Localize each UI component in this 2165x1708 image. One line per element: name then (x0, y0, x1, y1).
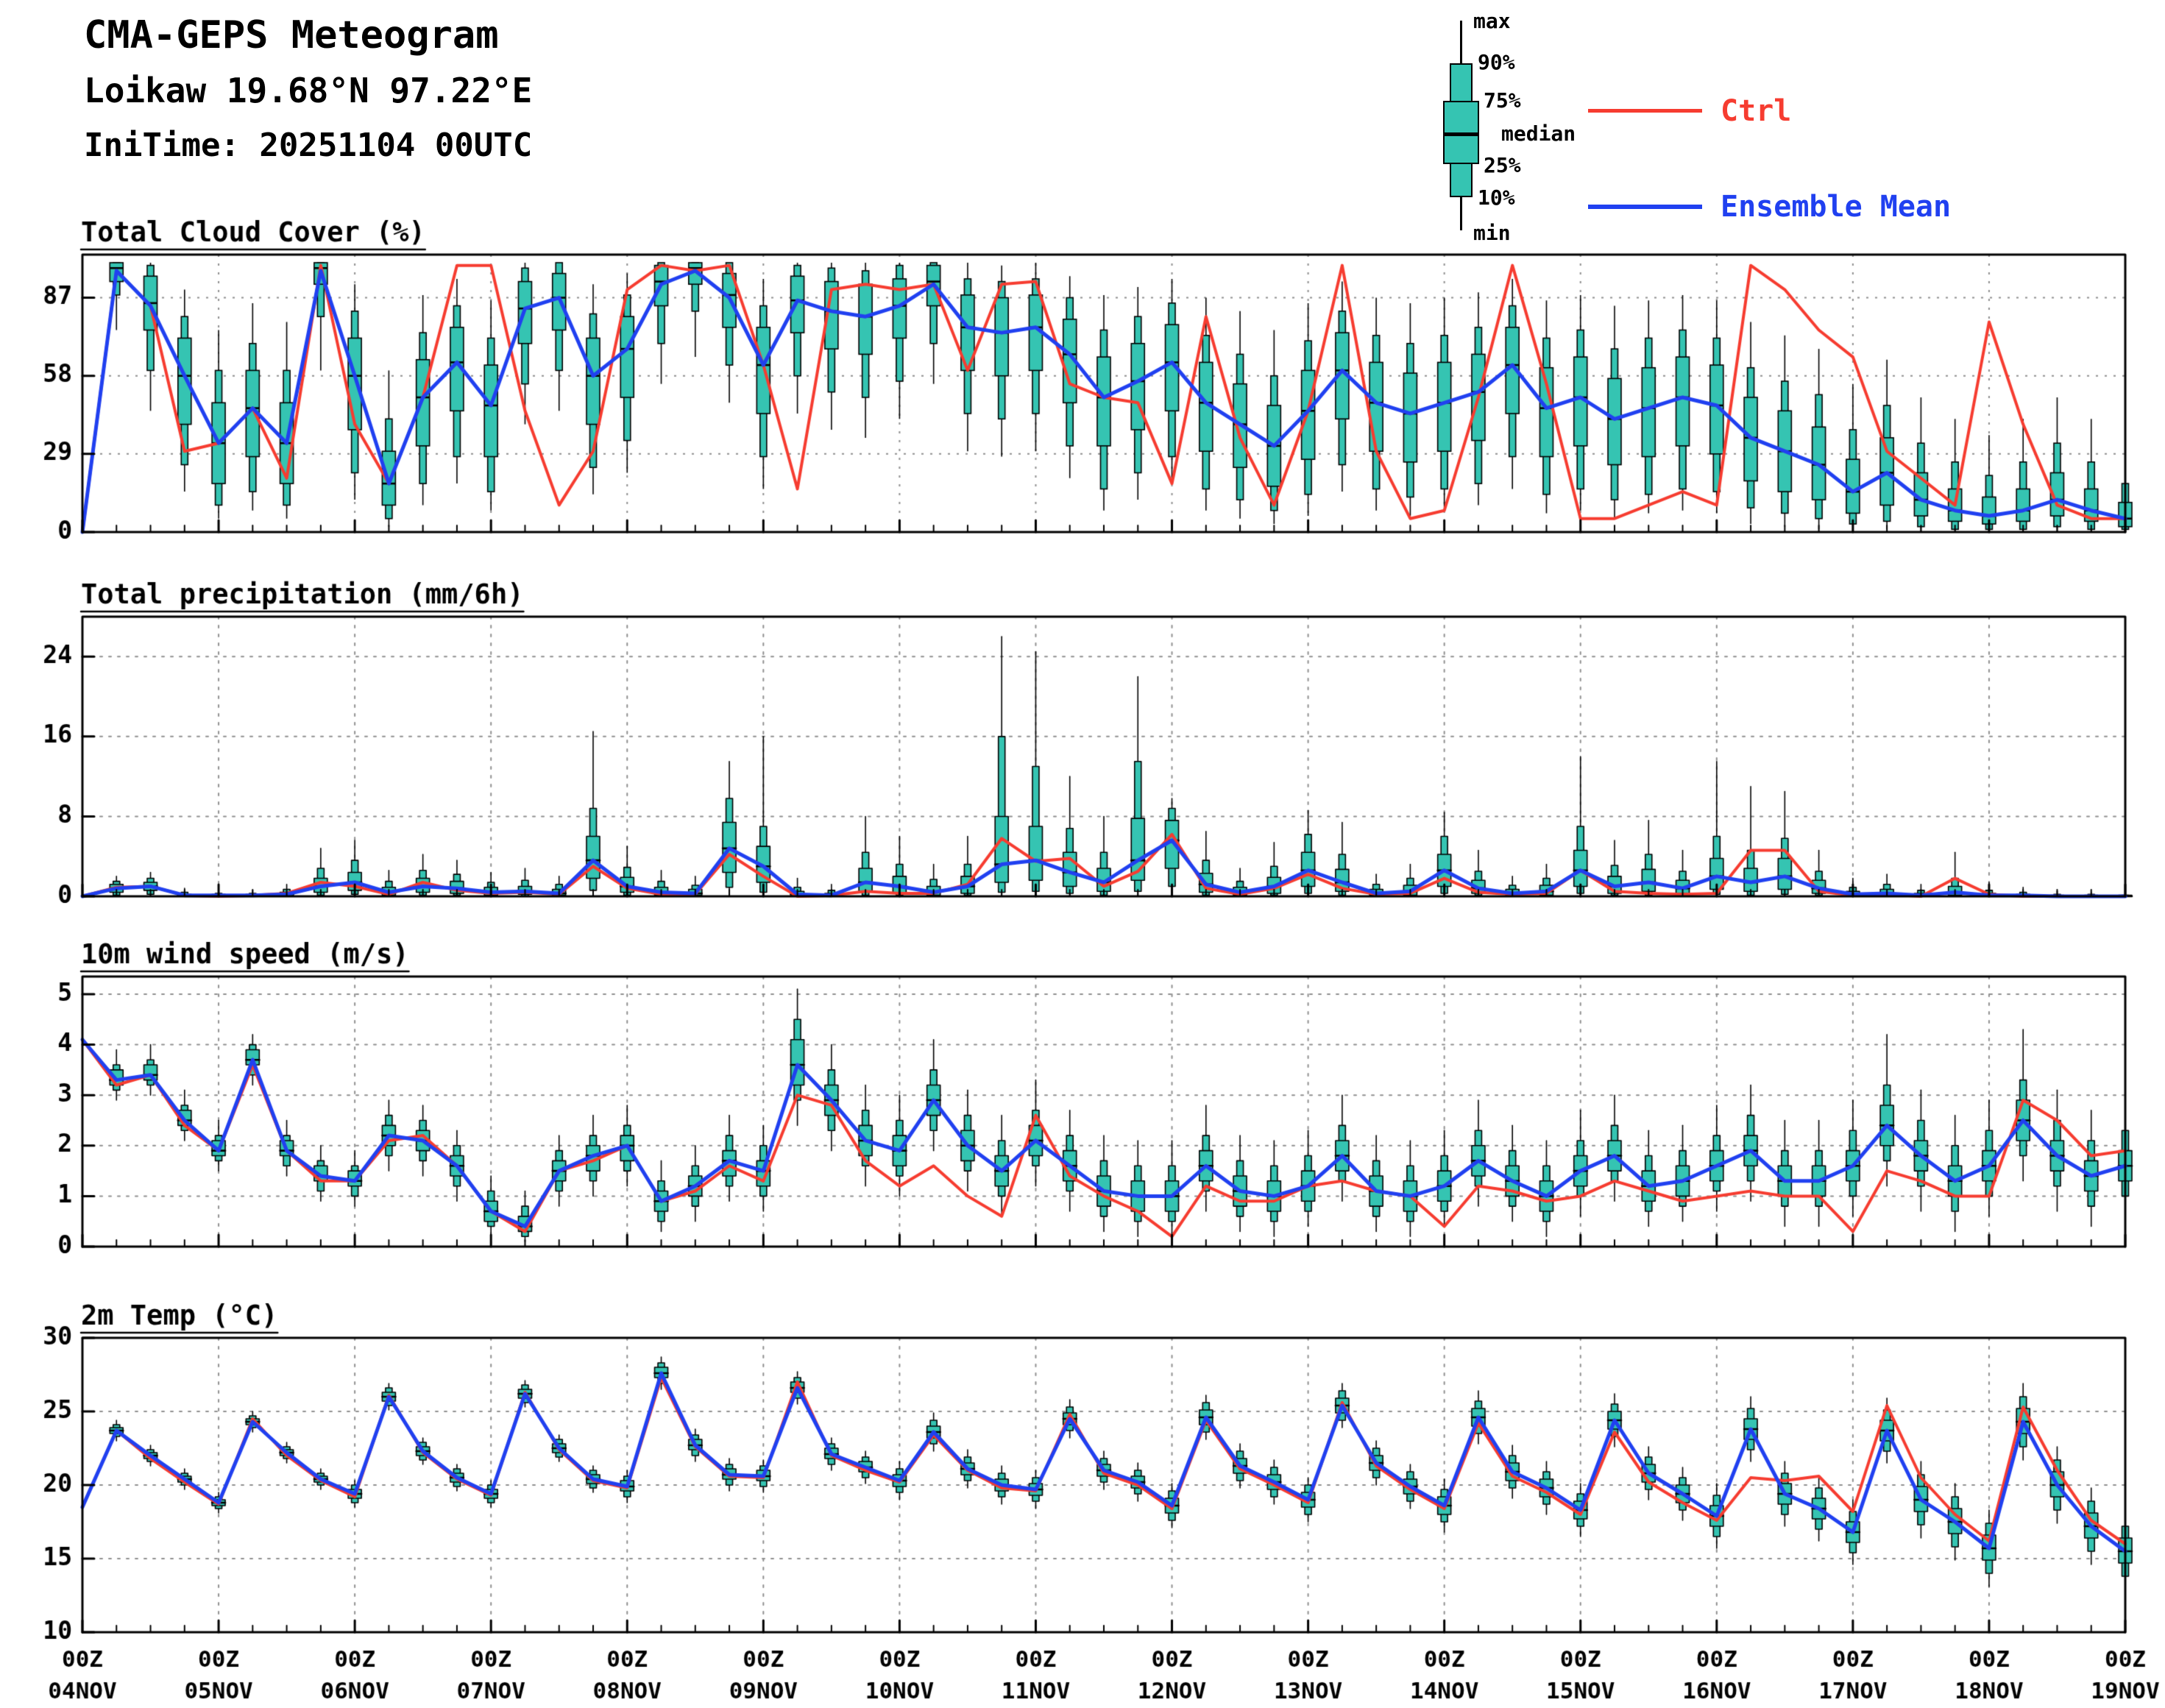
ctrl-line-sample (1588, 109, 1702, 113)
legend-ctrl-label: Ctrl (1721, 94, 1792, 128)
location-subtitle: Loikaw 19.68°N 97.22°E (84, 71, 533, 110)
legend-label-90: 90% (1478, 50, 1515, 74)
legend-label-25: 25% (1484, 153, 1521, 177)
legend-label-max: max (1473, 9, 1511, 33)
legend-label-median: median (1501, 121, 1576, 146)
legend-median-line (1443, 132, 1479, 136)
legend-label-75: 75% (1484, 88, 1521, 113)
legend: max 90% 75% median 25% 10% min Ctrl Ense… (1398, 10, 2165, 245)
init-time: IniTime: 20251104 00UTC (84, 127, 533, 164)
page-title: CMA-GEPS Meteogram (84, 13, 499, 57)
legend-mean-label: Ensemble Mean (1721, 190, 1952, 224)
legend-label-10: 10% (1478, 185, 1515, 210)
legend-label-min: min (1473, 221, 1511, 245)
mean-line-sample (1588, 205, 1702, 209)
